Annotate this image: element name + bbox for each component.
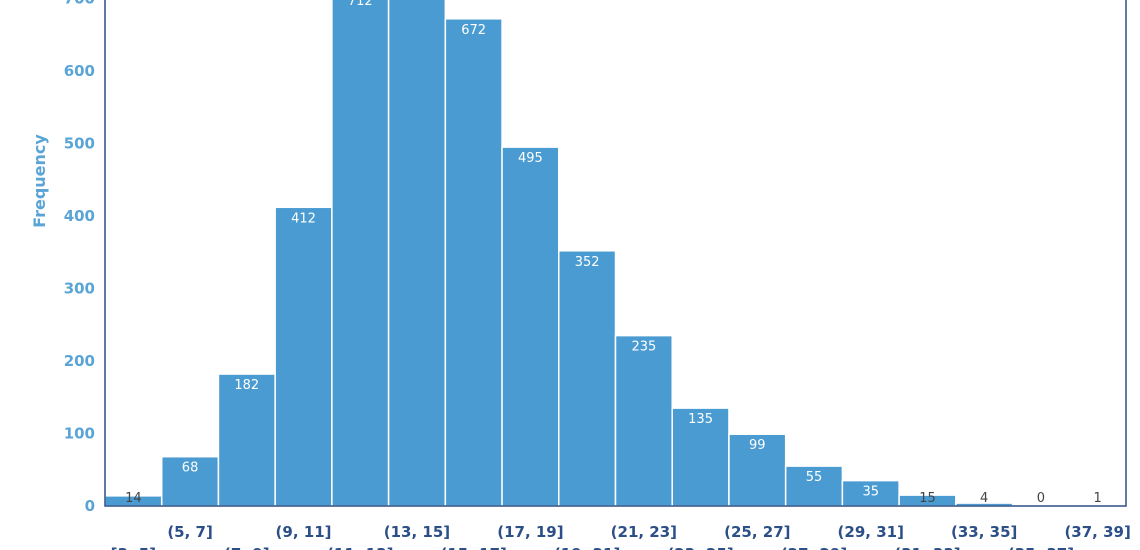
- y-axis-ticks: 0 100 200 300 400 500 600 700: [64, 0, 95, 515]
- bar-data-label: 35: [862, 485, 879, 500]
- bar-data-label: 672: [461, 23, 486, 38]
- x-tick-label: (33, 35]: [951, 523, 1017, 541]
- bar-data-label: 412: [291, 211, 316, 226]
- data-labels: 14 68 182 412 712 672 495 352 235 135 99 55 35 15 4 0 1: [125, 0, 1102, 506]
- x-tick-label: (29, 31]: [838, 523, 904, 541]
- x-tick-label: (11, 13]: [327, 545, 393, 550]
- bar-data-label: 0: [1037, 491, 1045, 506]
- y-tick-label: 700: [64, 0, 95, 8]
- x-tick-label: (17, 19]: [497, 523, 563, 541]
- x-tick-label: (31, 33]: [894, 545, 960, 550]
- bar-data-label: 135: [688, 412, 713, 427]
- x-tick-label: (25, 27]: [724, 523, 790, 541]
- histogram-bar: [614, 334, 673, 507]
- histogram-bar: [444, 18, 503, 507]
- histogram-bar: [274, 206, 333, 507]
- bar-data-label: 14: [125, 491, 142, 506]
- histogram-bar: [387, 0, 447, 507]
- y-tick-label: 400: [64, 207, 95, 225]
- x-tick-label: (9, 11]: [276, 523, 332, 541]
- bars: [104, 0, 1127, 507]
- x-tick-label: (27, 29]: [781, 545, 847, 550]
- bar-data-label: 1: [1093, 491, 1101, 506]
- plot-frame: [104, 0, 1127, 507]
- x-tick-label: (21, 23]: [611, 523, 677, 541]
- y-tick-label: 200: [64, 352, 95, 370]
- x-tick-label: (13, 15]: [384, 523, 450, 541]
- histogram-bar: [217, 373, 276, 507]
- bar-data-label: 182: [234, 378, 259, 393]
- x-tick-label: (7, 9]: [224, 545, 270, 550]
- x-tick-label: (15, 17]: [440, 545, 506, 550]
- y-tick-label: 100: [64, 425, 95, 443]
- histogram-bar: [558, 250, 617, 507]
- bar-data-label: 55: [806, 470, 823, 485]
- histogram-bar: [331, 0, 390, 507]
- bar-data-label: 15: [919, 491, 936, 506]
- y-tick-label: 500: [64, 135, 95, 153]
- bar-data-label: 352: [575, 255, 600, 270]
- x-tick-label: [3, 5]: [111, 545, 157, 550]
- y-tick-label: 0: [85, 497, 95, 515]
- bar-data-label: 68: [182, 461, 199, 476]
- x-tick-label: (19, 21]: [554, 545, 620, 550]
- bar-data-label: 495: [518, 151, 543, 166]
- x-tick-label: (23, 25]: [667, 545, 733, 550]
- bar-data-label: 4: [980, 491, 988, 506]
- histogram-bar: [501, 146, 560, 507]
- bar-data-label: 235: [631, 340, 656, 355]
- y-axis-label: Frequency: [30, 134, 49, 228]
- x-tick-label: (5, 7]: [167, 523, 213, 541]
- x-tick-label: (37, 39]: [1064, 523, 1130, 541]
- bar-data-label: 712: [348, 0, 373, 9]
- x-axis-ticks: [3, 5] (5, 7] (7, 9] (9, 11] (11, 13] (13, 15…: [111, 523, 1131, 550]
- bar-data-label: 99: [749, 438, 766, 453]
- y-tick-label: 600: [64, 62, 95, 80]
- x-tick-label: (35, 37]: [1008, 545, 1074, 550]
- y-tick-label: 300: [64, 280, 95, 298]
